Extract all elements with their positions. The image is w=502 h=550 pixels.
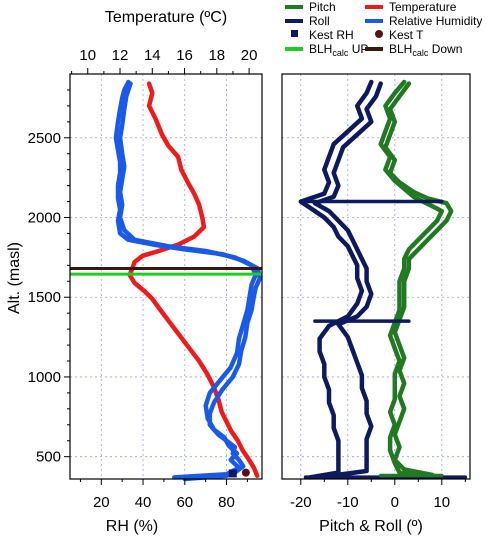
temp-tick-label: 20 bbox=[241, 47, 258, 64]
legend-label: BLHcalc Down bbox=[389, 42, 462, 58]
legend-label: BLHcalc UP bbox=[309, 42, 368, 58]
y-axis-title: Alt. (masl) bbox=[6, 242, 23, 314]
rh-tick-label: 80 bbox=[218, 494, 235, 511]
y-tick-label: 1500 bbox=[28, 289, 61, 306]
left-x-axis-title: RH (%) bbox=[106, 518, 158, 535]
right-panel-axes: -20 -10 0 10 bbox=[290, 479, 466, 511]
rh-tick-label: 40 bbox=[135, 494, 152, 511]
rh-tick-label: 20 bbox=[93, 494, 110, 511]
right-panel-frame bbox=[281, 73, 471, 480]
legend-label: Relative Humidity bbox=[389, 14, 482, 28]
top-axis-title: Temperature (ºC) bbox=[105, 9, 227, 26]
left-panel-axes: 500 1000 1500 2000 2500 20 40 60 80 10 12 14 16 18 20 bbox=[28, 47, 258, 511]
rh-tick-label: 60 bbox=[176, 494, 193, 511]
legend-label: Kest T bbox=[389, 28, 424, 42]
right-x-axis-title: Pitch & Roll (º) bbox=[319, 518, 423, 535]
right-panel-plot bbox=[298, 79, 468, 480]
legend-label: Roll bbox=[309, 14, 330, 28]
left-panel-plot bbox=[70, 79, 263, 482]
series-line bbox=[312, 81, 383, 479]
pitchroll-tick-label: -20 bbox=[290, 494, 312, 511]
right-panel-grid bbox=[282, 74, 470, 479]
y-tick-label: 2000 bbox=[28, 210, 61, 227]
temp-tick-label: 12 bbox=[112, 47, 129, 64]
temp-tick-label: 10 bbox=[79, 47, 96, 64]
series-line bbox=[127, 81, 260, 479]
legend-label: Kest RH bbox=[309, 28, 354, 42]
left-panel-grid bbox=[70, 74, 262, 479]
pitchroll-tick-label: -10 bbox=[337, 494, 359, 511]
temp-tick-label: 18 bbox=[208, 47, 225, 64]
kest-t-marker bbox=[241, 468, 250, 477]
temp-tick-label: 14 bbox=[144, 47, 161, 64]
legend-label: Pitch bbox=[309, 0, 336, 14]
legend-label: Temperature bbox=[389, 0, 457, 14]
series-line bbox=[117, 81, 258, 480]
y-tick-label: 500 bbox=[36, 449, 61, 466]
series-line bbox=[113, 79, 263, 482]
left-panel-frame bbox=[69, 73, 263, 480]
series-line bbox=[298, 79, 374, 480]
y-tick-label: 2500 bbox=[28, 130, 61, 147]
temp-tick-label: 16 bbox=[176, 47, 193, 64]
legend-swatch bbox=[291, 30, 298, 37]
kest-rh-marker bbox=[228, 469, 237, 478]
pitchroll-tick-label: 10 bbox=[433, 494, 450, 511]
legend-swatch bbox=[375, 30, 383, 38]
series-line bbox=[383, 81, 454, 478]
pitchroll-tick-label: 0 bbox=[391, 494, 399, 511]
y-tick-label: 1000 bbox=[28, 369, 61, 386]
